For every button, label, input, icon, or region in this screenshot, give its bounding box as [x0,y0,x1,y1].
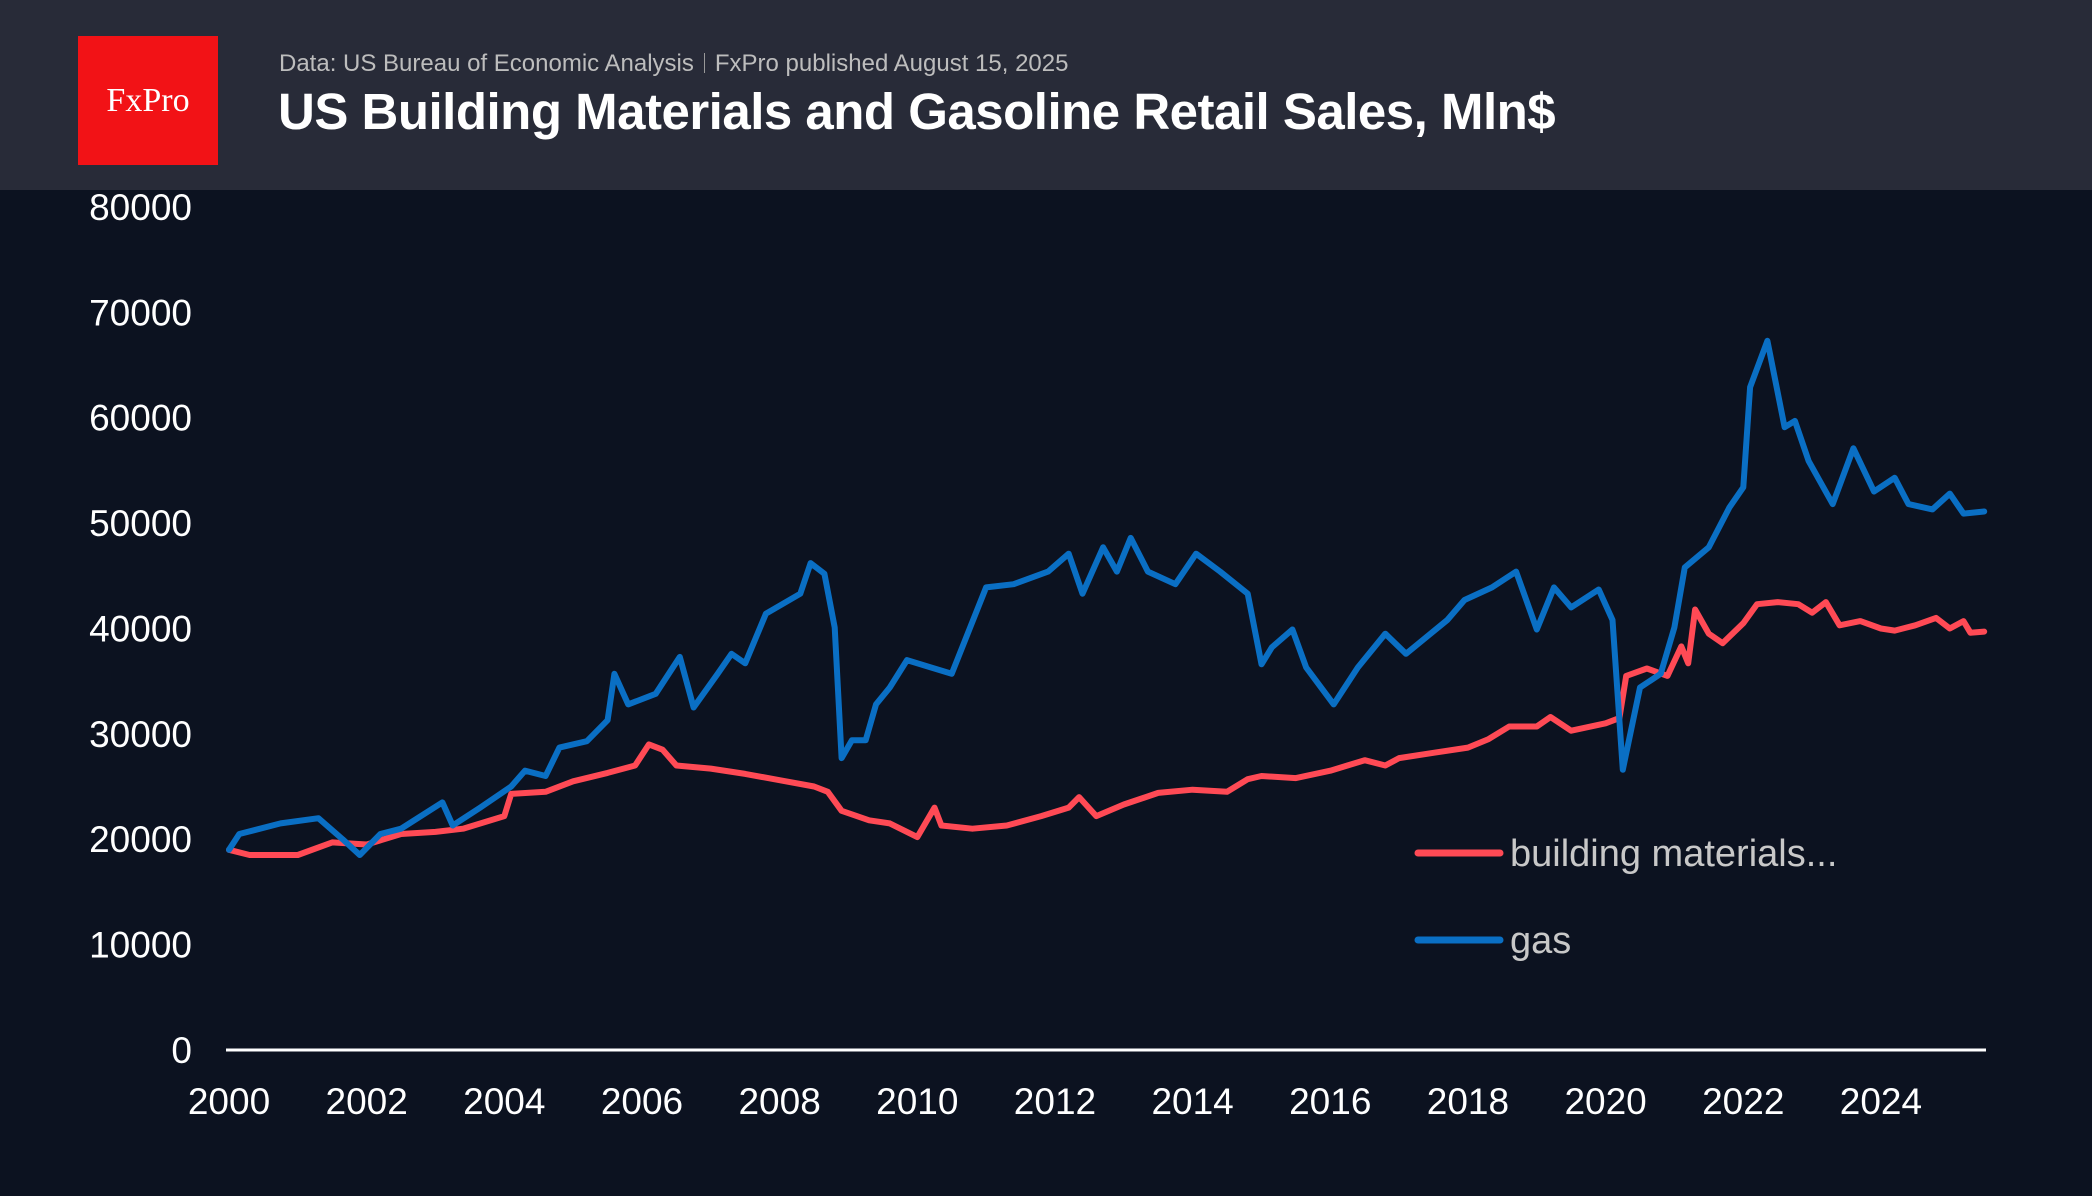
y-tick-label: 0 [171,1030,192,1071]
y-tick-label: 60000 [89,398,192,439]
x-tick-label: 2022 [1702,1081,1784,1122]
logo-text: FxPro [106,81,190,119]
y-tick-label: 30000 [89,714,192,755]
y-tick-label: 70000 [89,292,192,333]
y-tick-label: 80000 [89,187,192,228]
x-tick-label: 2010 [876,1081,958,1122]
header-bar: FxPro Data: US Bureau of Economic Analys… [0,0,2092,190]
subtitle: Data: US Bureau of Economic Analysis FxPr… [279,50,1068,78]
legend-label: building materials... [1510,833,1837,875]
x-tick-label: 2008 [738,1081,820,1122]
published-date: FxPro published August 15, 2025 [714,50,1069,77]
x-tick-label: 2016 [1289,1081,1371,1122]
x-tick-label: 2018 [1427,1081,1509,1122]
legend-label: gas [1510,920,1571,962]
x-tick-label: 2014 [1151,1081,1233,1122]
x-tick-label: 2006 [601,1081,683,1122]
series-line-gas [226,337,1988,858]
x-tick-label: 2024 [1840,1081,1922,1122]
fxpro-logo: FxPro [78,36,218,165]
data-source: Data: US Bureau of Economic Analysis [279,50,694,77]
series-line-building-materials [226,599,1988,858]
x-tick-label: 2020 [1564,1081,1646,1122]
x-tick-label: 2000 [188,1081,270,1122]
separator [703,53,705,73]
chart-title: US Building Materials and Gasoline Retai… [278,83,1556,140]
x-tick-label: 2002 [326,1081,408,1122]
x-tick-label: 2004 [463,1081,545,1122]
y-tick-label: 40000 [89,608,192,649]
y-tick-label: 50000 [89,503,192,544]
y-tick-label: 20000 [89,819,192,860]
y-tick-label: 10000 [89,925,192,966]
x-tick-label: 2012 [1014,1081,1096,1122]
